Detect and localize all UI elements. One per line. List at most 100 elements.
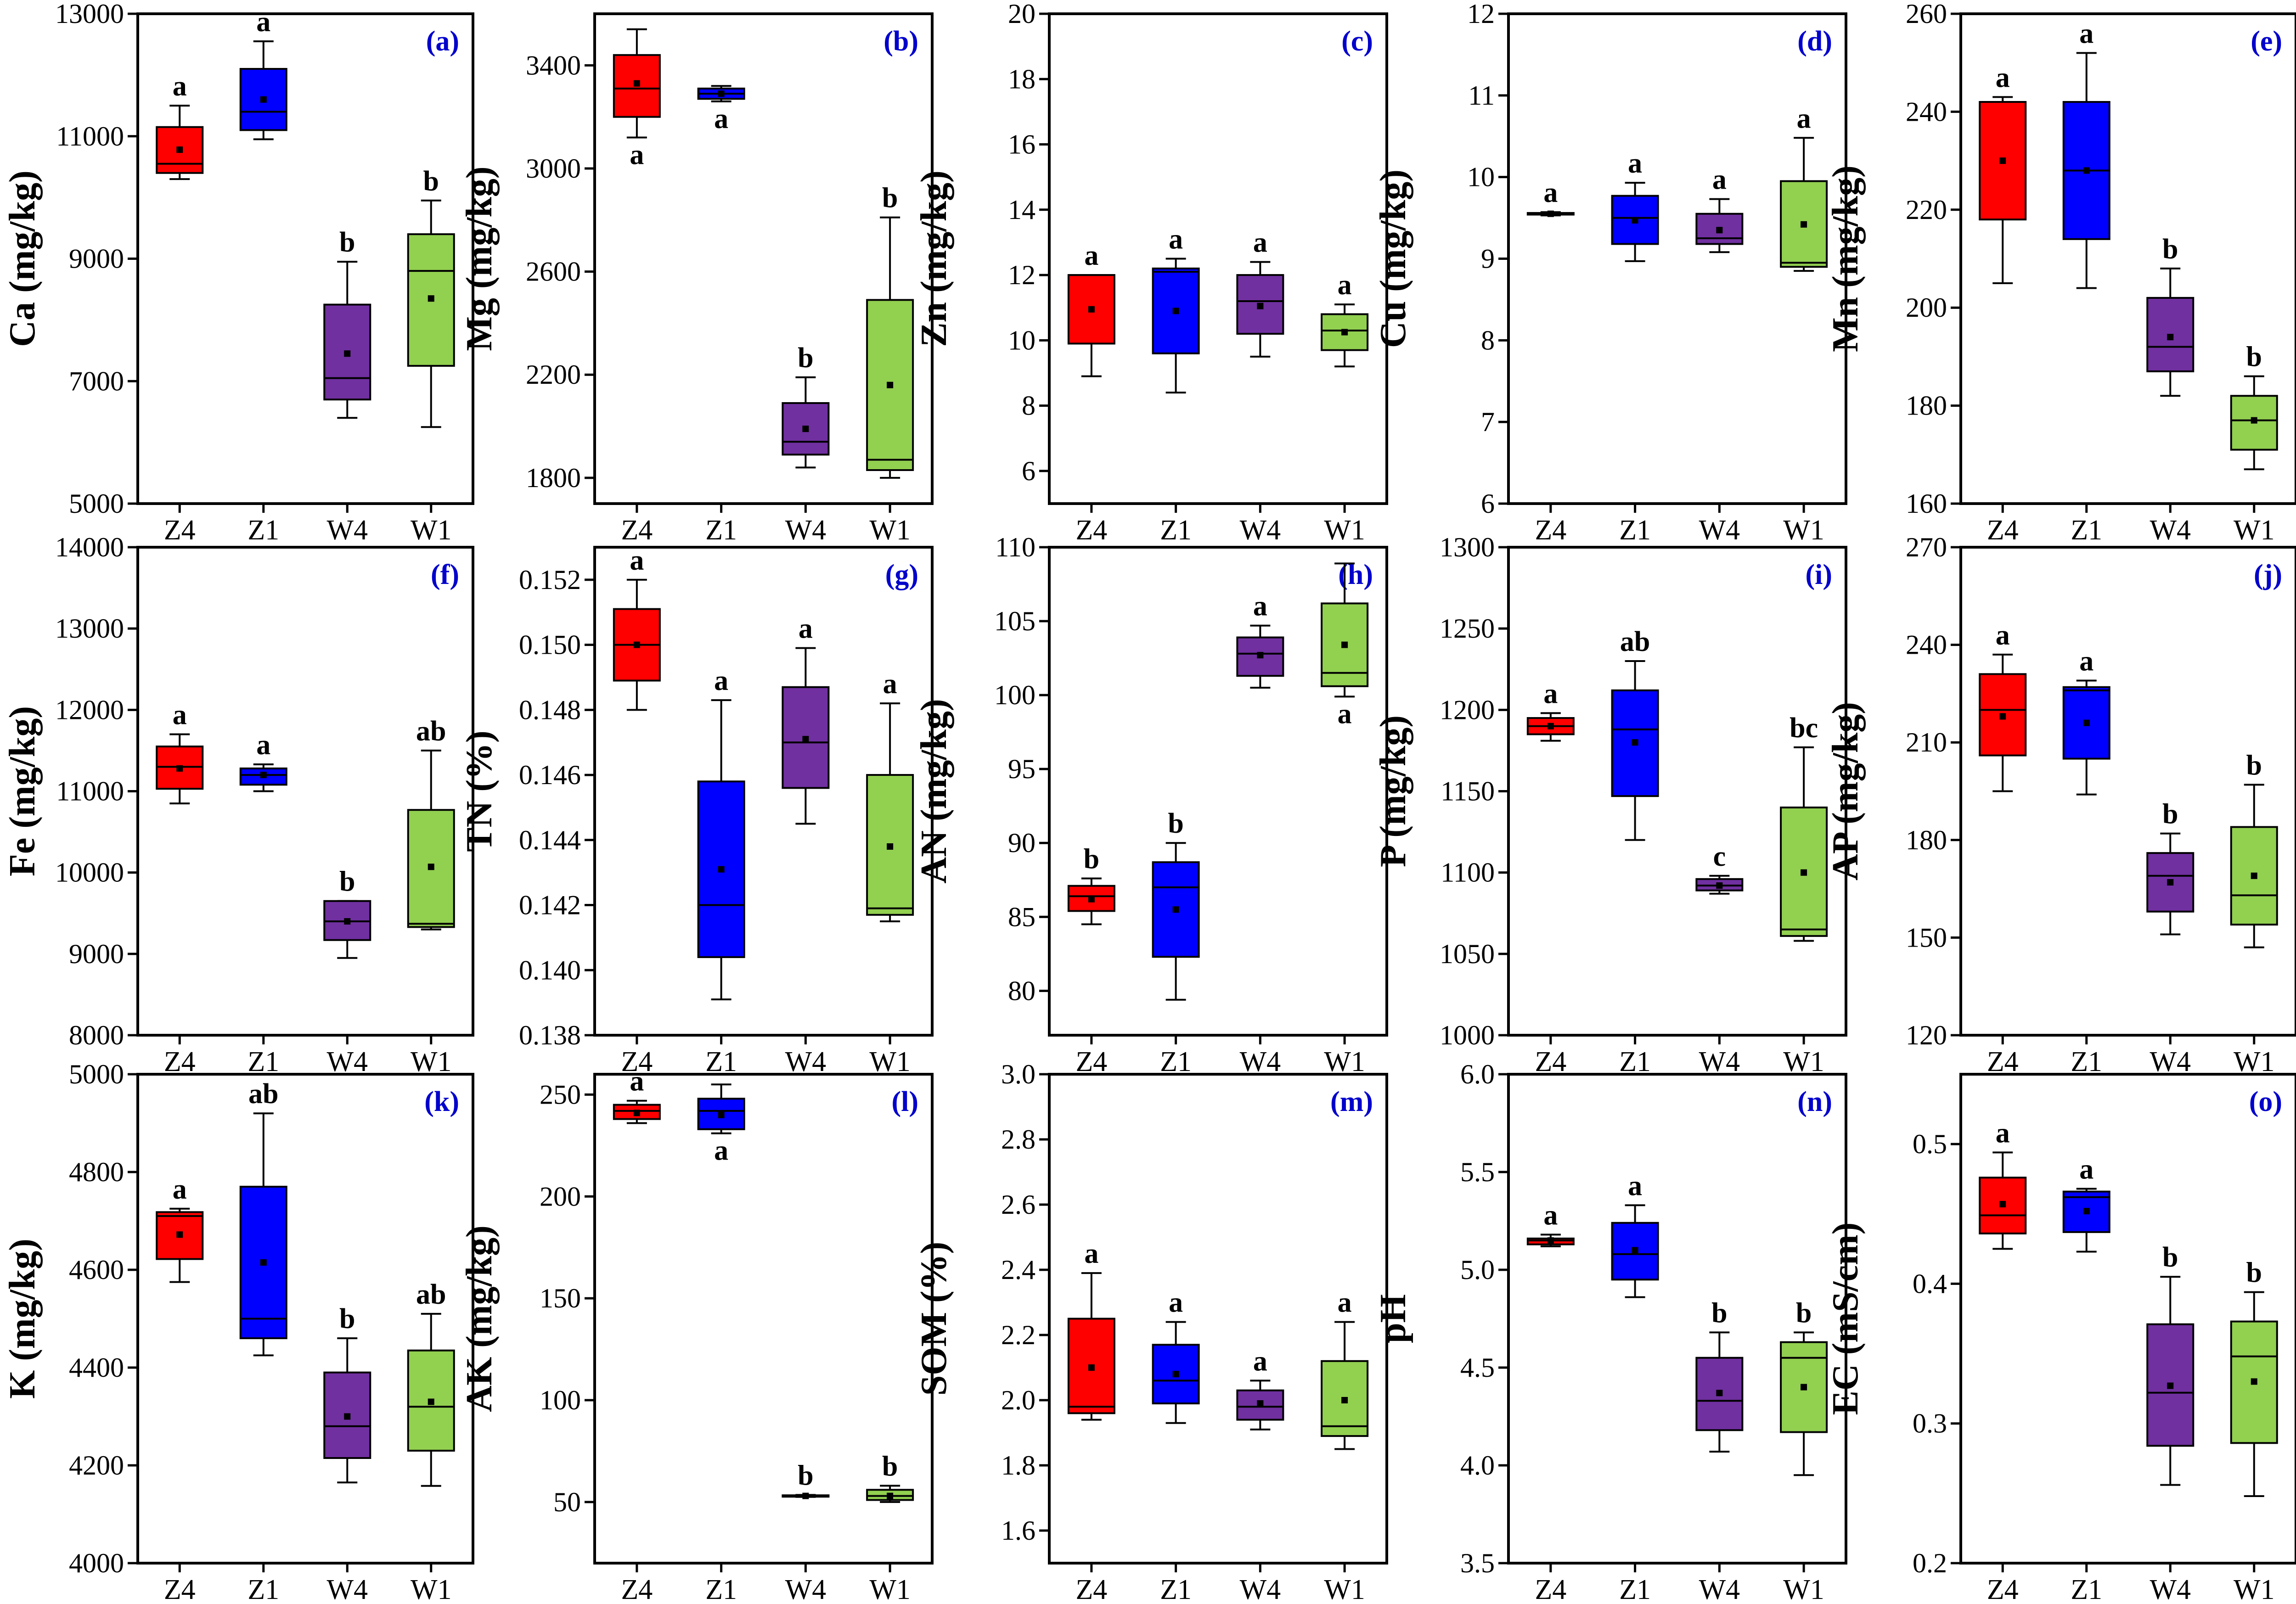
y-tick-label: 4600 [69, 1255, 124, 1285]
y-axis-title: Mg (mg/kg) [459, 166, 500, 351]
significance-letter: a [1338, 1287, 1352, 1318]
y-tick-label: 260 [1906, 0, 1947, 29]
x-tick-label: Z1 [2071, 1046, 2102, 1077]
significance-letter: b [2246, 750, 2262, 781]
y-tick-label: 0.2 [1913, 1548, 1947, 1578]
x-tick-label: W1 [869, 1046, 911, 1077]
mean-marker [1341, 641, 1348, 648]
significance-letter: a [173, 71, 187, 102]
y-axis-title: AN (mg/kg) [914, 699, 954, 883]
x-tick-label: Z4 [1535, 1046, 1566, 1077]
y-tick-label: 6 [1022, 456, 1035, 486]
mean-marker [633, 641, 640, 648]
x-tick-label: W1 [411, 515, 452, 546]
panel-frame [593, 12, 934, 505]
mean-marker [260, 1259, 267, 1266]
significance-letter: ab [1620, 626, 1650, 657]
panel-l: 50 100 150 200 250 AK (mg/kg) (l) Z4 a Z1 a W4 b W1 b [459, 1066, 934, 1604]
box-w4: W4 b [1695, 1297, 1744, 1604]
significance-letter: a [1996, 620, 2010, 651]
mean-marker [1257, 1400, 1264, 1407]
y-tick-label: 100 [994, 680, 1035, 710]
significance-letter: b [2162, 234, 2178, 265]
y-tick-label: 85 [1008, 902, 1035, 932]
y-tick-label: 12 [1008, 260, 1035, 290]
x-tick-label: Z1 [1619, 515, 1651, 546]
y-tick-label: 2.2 [1001, 1320, 1035, 1350]
y-tick-label: 240 [1906, 96, 1947, 127]
significance-letter: a [1543, 678, 1558, 709]
x-tick-label: W1 [1324, 1046, 1365, 1077]
box-z1: Z1 a [697, 1083, 745, 1604]
panel-b: 1800 2200 2600 3000 3400 Mg (mg/kg) (b) Z4 a Z1 a W… [459, 12, 934, 546]
panel-m: 1.6 1.8 2.0 2.2 2.4 2.6 2.8 3.0 SOM (%) (m) Z4 a Z1 a… [914, 1059, 1388, 1604]
panel-frame [1048, 546, 1388, 1037]
significance-letter: a [714, 665, 728, 696]
y-tick-label: 4000 [69, 1548, 124, 1578]
box-w1: W1 b [866, 183, 914, 546]
y-tick-label: 8 [1022, 391, 1035, 421]
y-tick-label: 6 [1481, 488, 1495, 519]
y-axis-title: Mn (mg/kg) [1825, 165, 1866, 352]
x-tick-label: Z1 [705, 1574, 737, 1604]
y-axis-title: TN (%) [459, 730, 500, 852]
significance-letter: a [1797, 103, 1811, 134]
y-axis-title: SOM (%) [914, 1242, 954, 1396]
mean-marker [260, 96, 267, 103]
y-tick-label: 11000 [56, 776, 124, 807]
y-tick-label: 6.0 [1460, 1059, 1495, 1089]
significance-letter: b [339, 1303, 355, 1335]
panel-label: (l) [891, 1086, 918, 1117]
y-tick-label: 1300 [1440, 532, 1495, 562]
iqr-box [1780, 180, 1828, 268]
x-tick-label: Z4 [164, 515, 196, 546]
box-w4: W4 b [2146, 1242, 2195, 1604]
box-w4: W4 c [1695, 841, 1744, 1077]
significance-letter: a [1996, 1117, 2010, 1149]
mean-marker [428, 864, 434, 870]
y-tick-label: 0.138 [519, 1020, 581, 1050]
iqr-box [2230, 1320, 2278, 1444]
significance-letter: a [1543, 177, 1558, 208]
x-tick-label: Z4 [1987, 1574, 2019, 1604]
y-tick-label: 4.0 [1460, 1450, 1495, 1481]
significance-letter: a [2079, 18, 2093, 49]
x-tick-label: W1 [2234, 1046, 2275, 1077]
y-tick-label: 14 [1008, 195, 1035, 225]
significance-letter: ab [248, 1078, 278, 1110]
y-tick-label: 150 [1906, 922, 1947, 953]
panel-label: (a) [426, 26, 459, 57]
y-axis-title: Fe (mg/kg) [2, 706, 43, 876]
significance-letter: a [1169, 224, 1183, 255]
y-tick-label: 11000 [56, 121, 124, 151]
y-tick-label: 210 [1906, 727, 1947, 757]
box-w1: W1 a [1321, 562, 1369, 1077]
box-w4: W4 a [782, 613, 830, 1077]
box-z4: Z4 b [1067, 844, 1115, 1077]
x-tick-label: W1 [1783, 1046, 1824, 1077]
x-tick-label: Z1 [248, 515, 279, 546]
significance-letter: b [339, 866, 355, 897]
significance-letter: b [1796, 1297, 1812, 1329]
x-tick-label: Z4 [1535, 515, 1566, 546]
mean-marker [1801, 221, 1807, 228]
x-tick-label: W1 [2234, 1574, 2275, 1604]
y-axis-title: Zn (mg/kg) [914, 170, 954, 347]
x-tick-label: Z1 [705, 515, 737, 546]
x-tick-label: Z4 [1535, 1574, 1566, 1604]
iqr-box [2146, 852, 2195, 913]
significance-letter: a [1628, 1170, 1642, 1201]
x-tick-label: W4 [1699, 515, 1740, 546]
y-tick-label: 270 [1906, 532, 1947, 562]
box-w4: W4 b [2146, 799, 2195, 1077]
y-tick-label: 9 [1481, 244, 1495, 274]
y-tick-label: 4800 [69, 1157, 124, 1187]
x-tick-label: Z4 [1075, 515, 1107, 546]
x-tick-label: W4 [1240, 1574, 1281, 1604]
y-tick-label: 80 [1008, 976, 1035, 1006]
box-w4: W4 b [2146, 234, 2195, 546]
x-tick-label: W1 [1783, 515, 1824, 546]
significance-letter: a [799, 613, 813, 645]
